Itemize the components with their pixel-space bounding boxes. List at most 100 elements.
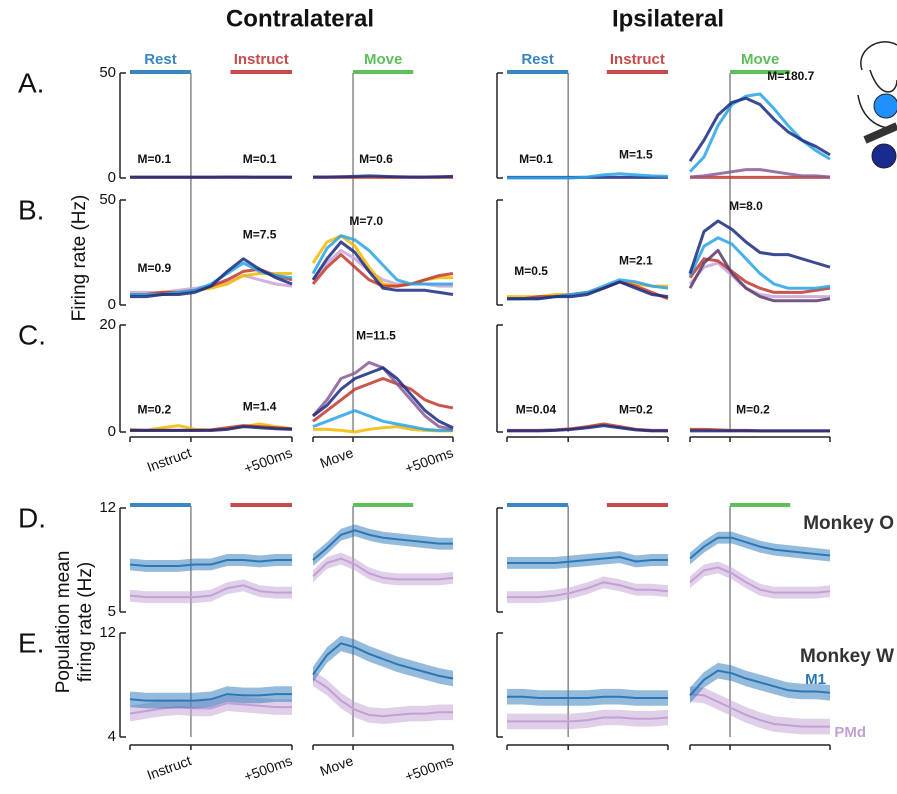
mean-curve	[129, 584, 292, 599]
y-tick-label: 50	[99, 191, 116, 208]
mean-annotation: M=8.0	[729, 199, 763, 213]
mean-curve	[689, 536, 831, 560]
y-tick-label: 12	[99, 624, 116, 641]
rate-curve	[507, 424, 668, 433]
rate-curve	[311, 240, 454, 296]
y-tick-label: 5	[108, 603, 116, 620]
panel-label: D.	[18, 502, 46, 533]
rate-curve	[688, 96, 831, 163]
mean-annotation: M=0.2	[137, 403, 171, 417]
monkey-icon	[857, 41, 897, 169]
x-tick-label: +500ms	[242, 752, 295, 784]
mean-annotation: M=0.5	[514, 264, 548, 278]
mean-annotation: M=0.9	[137, 261, 171, 275]
y-tick-label: 0	[108, 296, 116, 313]
mean-annotation: M=11.5	[356, 329, 396, 343]
mean-curve	[689, 693, 830, 728]
rate-curve	[313, 174, 454, 179]
x-tick-label: Instruct	[145, 752, 194, 783]
y-tick-label: 20	[99, 316, 116, 333]
rate-curve	[688, 261, 830, 299]
y-tick-label: 0	[108, 169, 116, 186]
mean-annotation: M=0.6	[359, 152, 393, 166]
panel-label: A.	[18, 67, 44, 98]
mean-annotation: M=7.0	[349, 214, 383, 228]
rate-curve	[130, 257, 293, 299]
x-tick-label: Move	[318, 752, 356, 779]
error-band	[130, 686, 292, 709]
error-band	[690, 531, 830, 565]
mean-annotation: M=1.4	[243, 399, 277, 413]
mean-curve	[129, 559, 292, 567]
mean-curve	[312, 557, 454, 581]
y-tick-label: 12	[99, 499, 116, 516]
y-tick-label: 0	[108, 423, 116, 440]
rate-curve	[130, 425, 293, 432]
mean-annotation: M=7.5	[243, 227, 277, 241]
mean-annotation: M=0.04	[516, 403, 557, 417]
mean-annotation: M=0.2	[736, 403, 770, 417]
monkey-label: Monkey W	[800, 646, 894, 667]
epoch-label: Move	[364, 51, 402, 68]
error-band	[313, 635, 453, 687]
x-tick-label: +500ms	[403, 752, 456, 784]
panel-label: E.	[18, 627, 44, 658]
column-title: Ipsilateral	[612, 5, 724, 32]
column-title: Contralateral	[226, 5, 374, 32]
rate-curve	[688, 219, 831, 274]
error-band	[313, 552, 453, 586]
rate-curve	[312, 377, 454, 423]
y-tick-label: 4	[108, 728, 116, 745]
mean-annotation: M=0.1	[243, 152, 277, 166]
rate-curve	[507, 280, 669, 301]
mean-annotation: M=0.1	[137, 152, 171, 166]
mean-curve	[507, 556, 668, 564]
y-axis-label: Population mean	[53, 551, 74, 694]
rate-curve	[311, 253, 454, 288]
rate-curve	[688, 248, 831, 303]
y-axis-label: Firing rate (Hz)	[69, 195, 90, 322]
mean-curve	[507, 581, 669, 599]
mean-annotation: M=0.2	[619, 403, 653, 417]
mean-curve	[312, 642, 454, 680]
epoch-label: Move	[741, 51, 779, 68]
error-band	[690, 686, 830, 735]
mean-curve	[689, 669, 831, 697]
legend-label: M1	[805, 671, 826, 688]
epoch-label: Rest	[144, 51, 177, 68]
mean-curve	[129, 702, 292, 715]
epoch-label: Instruct	[610, 51, 665, 68]
rate-curve	[688, 257, 831, 294]
rate-curve	[311, 248, 453, 288]
panel-label: C.	[18, 319, 46, 350]
x-tick-label: +500ms	[242, 444, 295, 476]
mean-annotation: M=0.1	[519, 152, 553, 166]
error-band	[130, 554, 292, 572]
x-tick-label: +500ms	[403, 444, 456, 476]
rate-curve	[312, 366, 454, 430]
rate-curve	[688, 236, 831, 290]
rate-curve	[312, 409, 453, 432]
mean-annotation: M=2.1	[619, 254, 653, 268]
epoch-label: Instruct	[234, 51, 289, 68]
mean-curve	[507, 695, 668, 699]
panel-label: B.	[18, 194, 44, 225]
legend-label: PMd	[834, 724, 866, 741]
mean-annotation: M=1.5	[619, 148, 653, 162]
mean-curve	[507, 716, 669, 723]
rate-curve	[311, 234, 453, 286]
mean-curve	[312, 677, 453, 718]
mean-curve	[312, 529, 453, 561]
x-tick-label: Move	[318, 444, 356, 471]
mean-curve	[129, 693, 292, 702]
error-band	[313, 670, 453, 724]
y-tick-label: 50	[99, 64, 116, 81]
y-axis-label: firing rate (Hz)	[75, 562, 96, 682]
monkey-label: Monkey O	[803, 513, 894, 534]
epoch-label: Rest	[521, 51, 554, 68]
mean-annotation: M=180.7	[767, 69, 814, 83]
x-tick-label: Instruct	[145, 444, 194, 475]
rate-curve	[689, 168, 831, 179]
mean-curve	[689, 566, 831, 594]
